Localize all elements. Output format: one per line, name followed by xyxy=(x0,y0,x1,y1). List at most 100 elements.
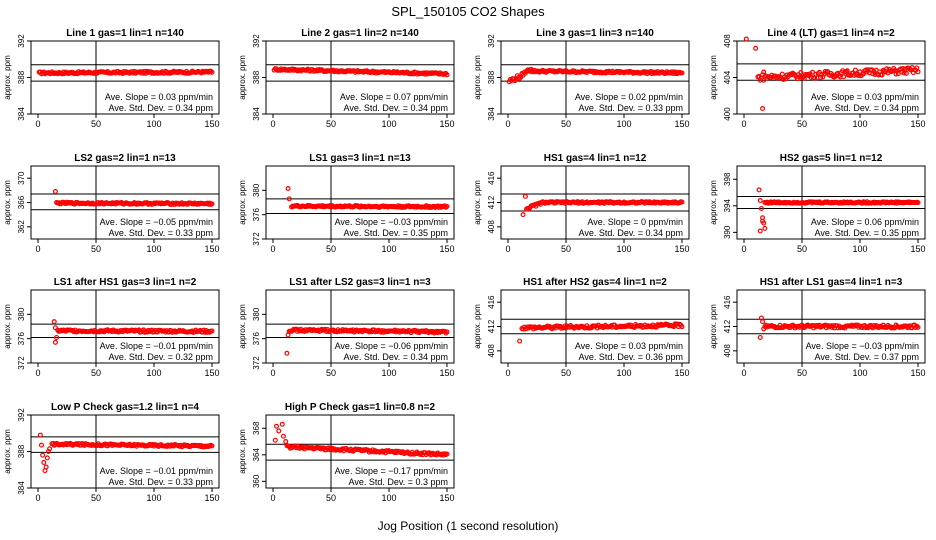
x-tick-label: 150 xyxy=(204,493,219,503)
panel-title: Low P Check gas=1.2 lin=1 n=4 xyxy=(51,402,199,413)
stddev-annotation: Ave. Std. Dev. = 0.34 ppm xyxy=(579,228,683,238)
y-tick-label: 394 xyxy=(723,199,732,213)
y-tick-label: 412 xyxy=(487,195,496,209)
stddev-annotation: Ave. Std. Dev. = 0.34 ppm xyxy=(815,103,919,113)
y-axis-label: approx. ppm xyxy=(709,304,718,349)
data-point xyxy=(37,432,43,438)
chart-panel: LS1 after LS2 gas=3 lin=1 n=3 approx. ppm… xyxy=(238,277,455,378)
x-tick-label: 50 xyxy=(326,119,336,129)
x-tick-label: 150 xyxy=(910,368,925,378)
y-tick-label: 372 xyxy=(252,356,261,370)
y-axis-label: approx. ppm xyxy=(238,304,247,349)
data-point xyxy=(903,70,909,76)
x-tick-label: 150 xyxy=(439,493,454,503)
y-tick-label: 380 xyxy=(17,307,26,321)
y-tick-label: 372 xyxy=(17,356,26,370)
x-tick-label: 150 xyxy=(674,244,689,254)
y-axis-label: approx. ppm xyxy=(238,429,247,474)
panel-title: HS2 gas=5 lin=1 n=12 xyxy=(780,153,883,164)
plot-frame xyxy=(736,165,926,240)
y-axis-label: approx. ppm xyxy=(3,304,12,349)
data-point xyxy=(884,66,890,72)
data-point xyxy=(285,186,291,192)
slope-annotation: Ave. Slope = 0.07 ppm/min xyxy=(340,92,448,102)
y-tick-label: 398 xyxy=(723,172,732,186)
panel-title: LS2 gas=2 lin=1 n=13 xyxy=(74,153,176,164)
x-tick-label: 50 xyxy=(91,368,101,378)
y-axis-label: approx. ppm xyxy=(473,180,482,225)
data-point xyxy=(286,196,292,202)
data-point xyxy=(52,339,58,345)
data-point xyxy=(758,205,764,211)
x-tick-label: 150 xyxy=(674,368,689,378)
slope-annotation: Ave. Slope = −0.01 ppm/min xyxy=(100,466,213,476)
y-tick-label: 360 xyxy=(252,474,261,488)
y-axis-label: approx. ppm xyxy=(3,55,12,100)
data-point xyxy=(915,69,921,75)
x-tick-label: 150 xyxy=(910,244,925,254)
y-axis-label: approx. ppm xyxy=(709,55,718,100)
data-point xyxy=(517,338,523,344)
x-tick-label: 150 xyxy=(204,244,219,254)
data-point xyxy=(209,69,215,75)
x-tick-label: 50 xyxy=(326,368,336,378)
chart-panel: High P Check gas=1 lin=0.8 n=2 approx. pp… xyxy=(238,402,455,503)
y-tick-label: 400 xyxy=(723,107,732,121)
y-axis-label: approx. ppm xyxy=(473,55,482,100)
stddev-annotation: Ave. Std. Dev. = 0.32 ppm xyxy=(109,352,213,362)
y-tick-label: 376 xyxy=(252,207,261,221)
data-point xyxy=(209,443,215,449)
panel-title: LS1 after LS2 gas=3 lin=1 n=3 xyxy=(289,277,431,288)
slope-annotation: Ave. Slope = −0.17 ppm/min xyxy=(335,466,448,476)
slope-annotation: Ave. Slope = 0 ppm/min xyxy=(587,217,683,227)
y-tick-label: 416 xyxy=(723,295,732,309)
y-tick-label: 372 xyxy=(252,232,261,246)
slope-annotation: Ave. Slope = 0.03 ppm/min xyxy=(575,341,683,351)
x-tick-label: 100 xyxy=(381,119,396,129)
y-tick-label: 384 xyxy=(487,107,496,121)
data-point xyxy=(41,459,47,465)
x-tick-label: 0 xyxy=(505,119,510,129)
plot-frame xyxy=(265,414,455,489)
y-tick-label: 416 xyxy=(487,295,496,309)
x-tick-label: 0 xyxy=(270,368,275,378)
chart-panel: Line 2 gas=1 lin=2 n=140 approx. ppm 0 50 10… xyxy=(238,28,455,129)
data-point xyxy=(889,68,895,74)
data-point xyxy=(679,70,685,76)
stddev-annotation: Ave. Std. Dev. = 0.35 ppm xyxy=(815,228,919,238)
chart-panel: Line 4 (LT) gas=1 lin=4 n=2 approx. ppm 0 5… xyxy=(709,28,926,129)
y-axis-label: approx. ppm xyxy=(3,180,12,225)
y-tick-label: 388 xyxy=(17,444,26,458)
y-tick-label: 392 xyxy=(17,408,26,422)
x-tick-label: 50 xyxy=(561,368,571,378)
slope-annotation: Ave. Slope = −0.06 ppm/min xyxy=(335,341,448,351)
x-tick-label: 100 xyxy=(616,119,631,129)
x-tick-label: 50 xyxy=(797,368,807,378)
panel-title: HS1 after HS2 gas=4 lin=1 n=2 xyxy=(523,277,667,288)
x-tick-label: 50 xyxy=(91,119,101,129)
x-tick-label: 150 xyxy=(204,119,219,129)
stddev-annotation: Ave. Std. Dev. = 0.34 ppm xyxy=(109,103,213,113)
x-tick-label: 0 xyxy=(35,493,40,503)
x-tick-label: 100 xyxy=(381,368,396,378)
panel-title: Line 2 gas=1 lin=2 n=140 xyxy=(301,28,419,39)
y-tick-label: 412 xyxy=(487,319,496,333)
x-tick-label: 0 xyxy=(741,368,746,378)
stddev-annotation: Ave. Std. Dev. = 0.3 ppm xyxy=(349,477,448,487)
panel-title: Line 3 gas=1 lin=3 n=140 xyxy=(536,28,654,39)
y-tick-label: 392 xyxy=(252,34,261,48)
data-point xyxy=(272,437,278,443)
y-tick-label: 370 xyxy=(17,171,26,185)
data-point xyxy=(279,421,285,427)
data-point xyxy=(915,200,921,206)
data-point xyxy=(520,212,526,218)
x-tick-label: 100 xyxy=(381,493,396,503)
x-tick-label: 0 xyxy=(270,244,275,254)
data-point xyxy=(54,334,60,340)
data-point xyxy=(43,464,49,470)
data-point xyxy=(280,433,286,439)
chart-panel: Line 3 gas=1 lin=3 n=140 approx. ppm 0 50 10… xyxy=(473,28,690,129)
data-point xyxy=(679,324,685,330)
panel-title: HS1 gas=4 lin=1 n=12 xyxy=(544,153,647,164)
